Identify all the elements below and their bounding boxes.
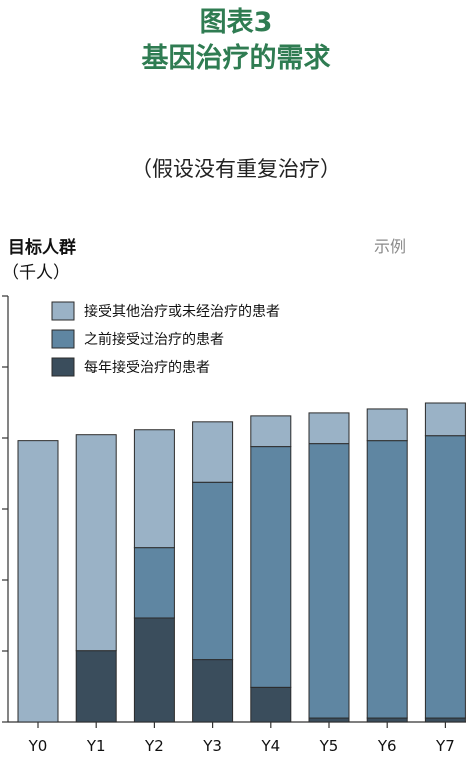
bar-segment bbox=[424, 717, 466, 723]
bar-segment bbox=[17, 440, 59, 723]
bar-segment bbox=[192, 481, 234, 661]
legend-swatch bbox=[51, 357, 75, 377]
bar-segment bbox=[75, 650, 117, 723]
bar-segment bbox=[424, 402, 466, 437]
bar-segment bbox=[424, 435, 466, 719]
bar-segment bbox=[133, 617, 175, 723]
bar-segment bbox=[250, 686, 292, 723]
chart-title-line1: 图表3 bbox=[199, 7, 273, 38]
x-tick-label: Y1 bbox=[86, 737, 106, 755]
bar-segment bbox=[192, 421, 234, 483]
legend-swatch bbox=[51, 301, 75, 321]
x-tick-label: Y6 bbox=[377, 737, 397, 755]
chart-title-line2: 基因治疗的需求 bbox=[141, 43, 331, 74]
bar-segment bbox=[366, 408, 408, 442]
y-axis-unit: （千人） bbox=[2, 263, 70, 283]
bar-segment bbox=[192, 659, 234, 723]
legend-swatch bbox=[51, 329, 75, 349]
x-tick-label: Y3 bbox=[202, 737, 222, 755]
legend-label: 之前接受过治疗的患者 bbox=[84, 331, 224, 348]
x-tick-label: Y7 bbox=[435, 737, 455, 755]
bar-segment bbox=[308, 443, 350, 719]
x-tick-label: Y5 bbox=[319, 737, 339, 755]
x-tick-label: Y0 bbox=[28, 737, 48, 755]
y-axis-label: 目标人群 bbox=[8, 238, 76, 258]
bar-segment bbox=[250, 446, 292, 688]
bar-segment bbox=[308, 717, 350, 723]
x-tick-label: Y2 bbox=[144, 737, 164, 755]
legend-label: 每年接受治疗的患者 bbox=[84, 359, 210, 376]
bar-segment bbox=[308, 412, 350, 445]
bar-segment bbox=[366, 440, 408, 719]
bar-segment bbox=[250, 415, 292, 448]
chart-subtitle: （假设没有重复治疗） bbox=[131, 157, 341, 181]
x-tick-label: Y4 bbox=[260, 737, 280, 755]
bar-segment bbox=[133, 429, 175, 549]
example-label: 示例 bbox=[374, 237, 407, 256]
bar-segment bbox=[133, 547, 175, 619]
bar-segment bbox=[75, 434, 117, 652]
legend-label: 接受其他治疗或未经治疗的患者 bbox=[84, 303, 280, 320]
bar-segment bbox=[366, 717, 408, 723]
